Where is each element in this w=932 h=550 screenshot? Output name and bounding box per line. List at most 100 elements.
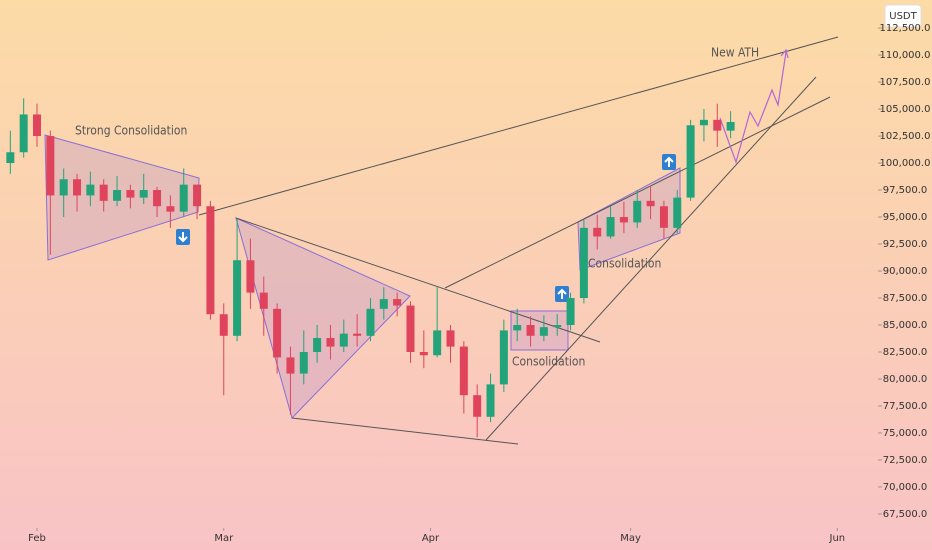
- candle: [206, 200, 215, 320]
- candle: [19, 98, 28, 158]
- candle: [113, 176, 122, 207]
- candle-body: [339, 333, 348, 347]
- candle: [406, 301, 415, 363]
- candle: [246, 238, 255, 309]
- annotation: New ATH: [711, 46, 759, 60]
- candle-body: [526, 325, 535, 336]
- candle: [699, 109, 708, 142]
- candle-body: [59, 179, 68, 196]
- candle: [259, 276, 268, 336]
- candle: [713, 103, 722, 147]
- candle-body: [313, 337, 322, 352]
- trend-line: [198, 36, 839, 216]
- candle-body: [219, 314, 228, 336]
- candle-body: [433, 330, 442, 356]
- y-tick-label: 75,000.0: [883, 428, 928, 439]
- candle: [179, 168, 188, 218]
- candle-body: [113, 190, 122, 201]
- currency-badge[interactable]: [884, 4, 922, 28]
- candle: [6, 130, 15, 174]
- candle: [153, 186, 162, 218]
- y-tick-label: 112,500.0: [880, 23, 931, 34]
- candle: [286, 346, 295, 415]
- candle-body: [139, 190, 148, 198]
- candle-body: [153, 190, 162, 207]
- y-tick-label: 70,000.0: [883, 482, 928, 493]
- y-tick-label: 85,000.0: [883, 320, 928, 331]
- candle: [579, 219, 588, 304]
- candle: [299, 330, 308, 385]
- candle-body: [206, 206, 215, 315]
- candle: [233, 219, 242, 342]
- candle-body: [593, 227, 602, 237]
- candle-body: [446, 330, 455, 347]
- candle: [499, 319, 508, 392]
- arrow-up: [555, 286, 569, 302]
- y-tick-label: 110,000.0: [880, 50, 931, 61]
- channel: [577, 167, 681, 271]
- y-tick-label: 67,500.0: [883, 509, 928, 520]
- candle: [619, 201, 628, 234]
- annotation: Strong Consolidation: [75, 124, 187, 138]
- candle: [126, 184, 135, 209]
- y-tick-label: 100,000.0: [880, 158, 931, 169]
- candle-body: [326, 337, 335, 347]
- y-tick-label: 80,000.0: [883, 374, 928, 385]
- candle: [73, 173, 82, 212]
- candle: [419, 330, 428, 369]
- candle-body: [6, 152, 15, 164]
- x-tick-label: Apr: [422, 533, 440, 544]
- candle-body: [566, 298, 575, 326]
- candle-body: [726, 122, 735, 131]
- candle-body: [46, 136, 55, 196]
- candle-body: [233, 260, 242, 336]
- x-tick-label: Feb: [28, 533, 46, 544]
- wedge: [44, 134, 200, 261]
- candle: [86, 171, 95, 207]
- candles: [6, 98, 735, 438]
- y-tick-label: 97,500.0: [883, 185, 928, 196]
- y-tick-label: 95,000.0: [883, 212, 928, 223]
- candle-body: [419, 352, 428, 356]
- candle: [686, 119, 695, 201]
- candle-body: [33, 114, 42, 137]
- candle-body: [499, 330, 508, 385]
- candle-body: [539, 327, 548, 336]
- candle: [339, 319, 348, 352]
- candle-body: [659, 206, 668, 228]
- candle-body: [19, 114, 28, 153]
- candle: [59, 168, 68, 218]
- projection: [719, 51, 787, 164]
- candle: [513, 308, 522, 342]
- candle-body: [486, 384, 495, 417]
- candle: [193, 184, 202, 220]
- y-tick-label: 92,500.0: [883, 239, 928, 250]
- candle-body: [379, 299, 388, 309]
- candle: [393, 292, 402, 317]
- candle: [673, 190, 682, 234]
- candle-body: [286, 357, 295, 374]
- candle-body: [619, 217, 628, 223]
- candle: [539, 315, 548, 342]
- candle-body: [353, 333, 362, 336]
- candle-body: [73, 179, 82, 196]
- candle-body: [459, 346, 468, 396]
- candle: [526, 316, 535, 347]
- arrow-down: [176, 229, 190, 245]
- candle-body: [393, 299, 402, 306]
- candle: [659, 200, 668, 239]
- candle-body: [299, 352, 308, 374]
- candle-body: [179, 184, 188, 212]
- candle-body: [633, 200, 642, 223]
- candle-body: [259, 292, 268, 309]
- candle: [99, 179, 108, 212]
- x-tick-label: May: [620, 533, 641, 544]
- candle: [273, 303, 282, 374]
- candle: [566, 292, 575, 331]
- candle: [606, 206, 615, 239]
- annotation: Consolidation: [512, 355, 585, 369]
- candle: [726, 111, 735, 139]
- candle-body: [166, 206, 175, 212]
